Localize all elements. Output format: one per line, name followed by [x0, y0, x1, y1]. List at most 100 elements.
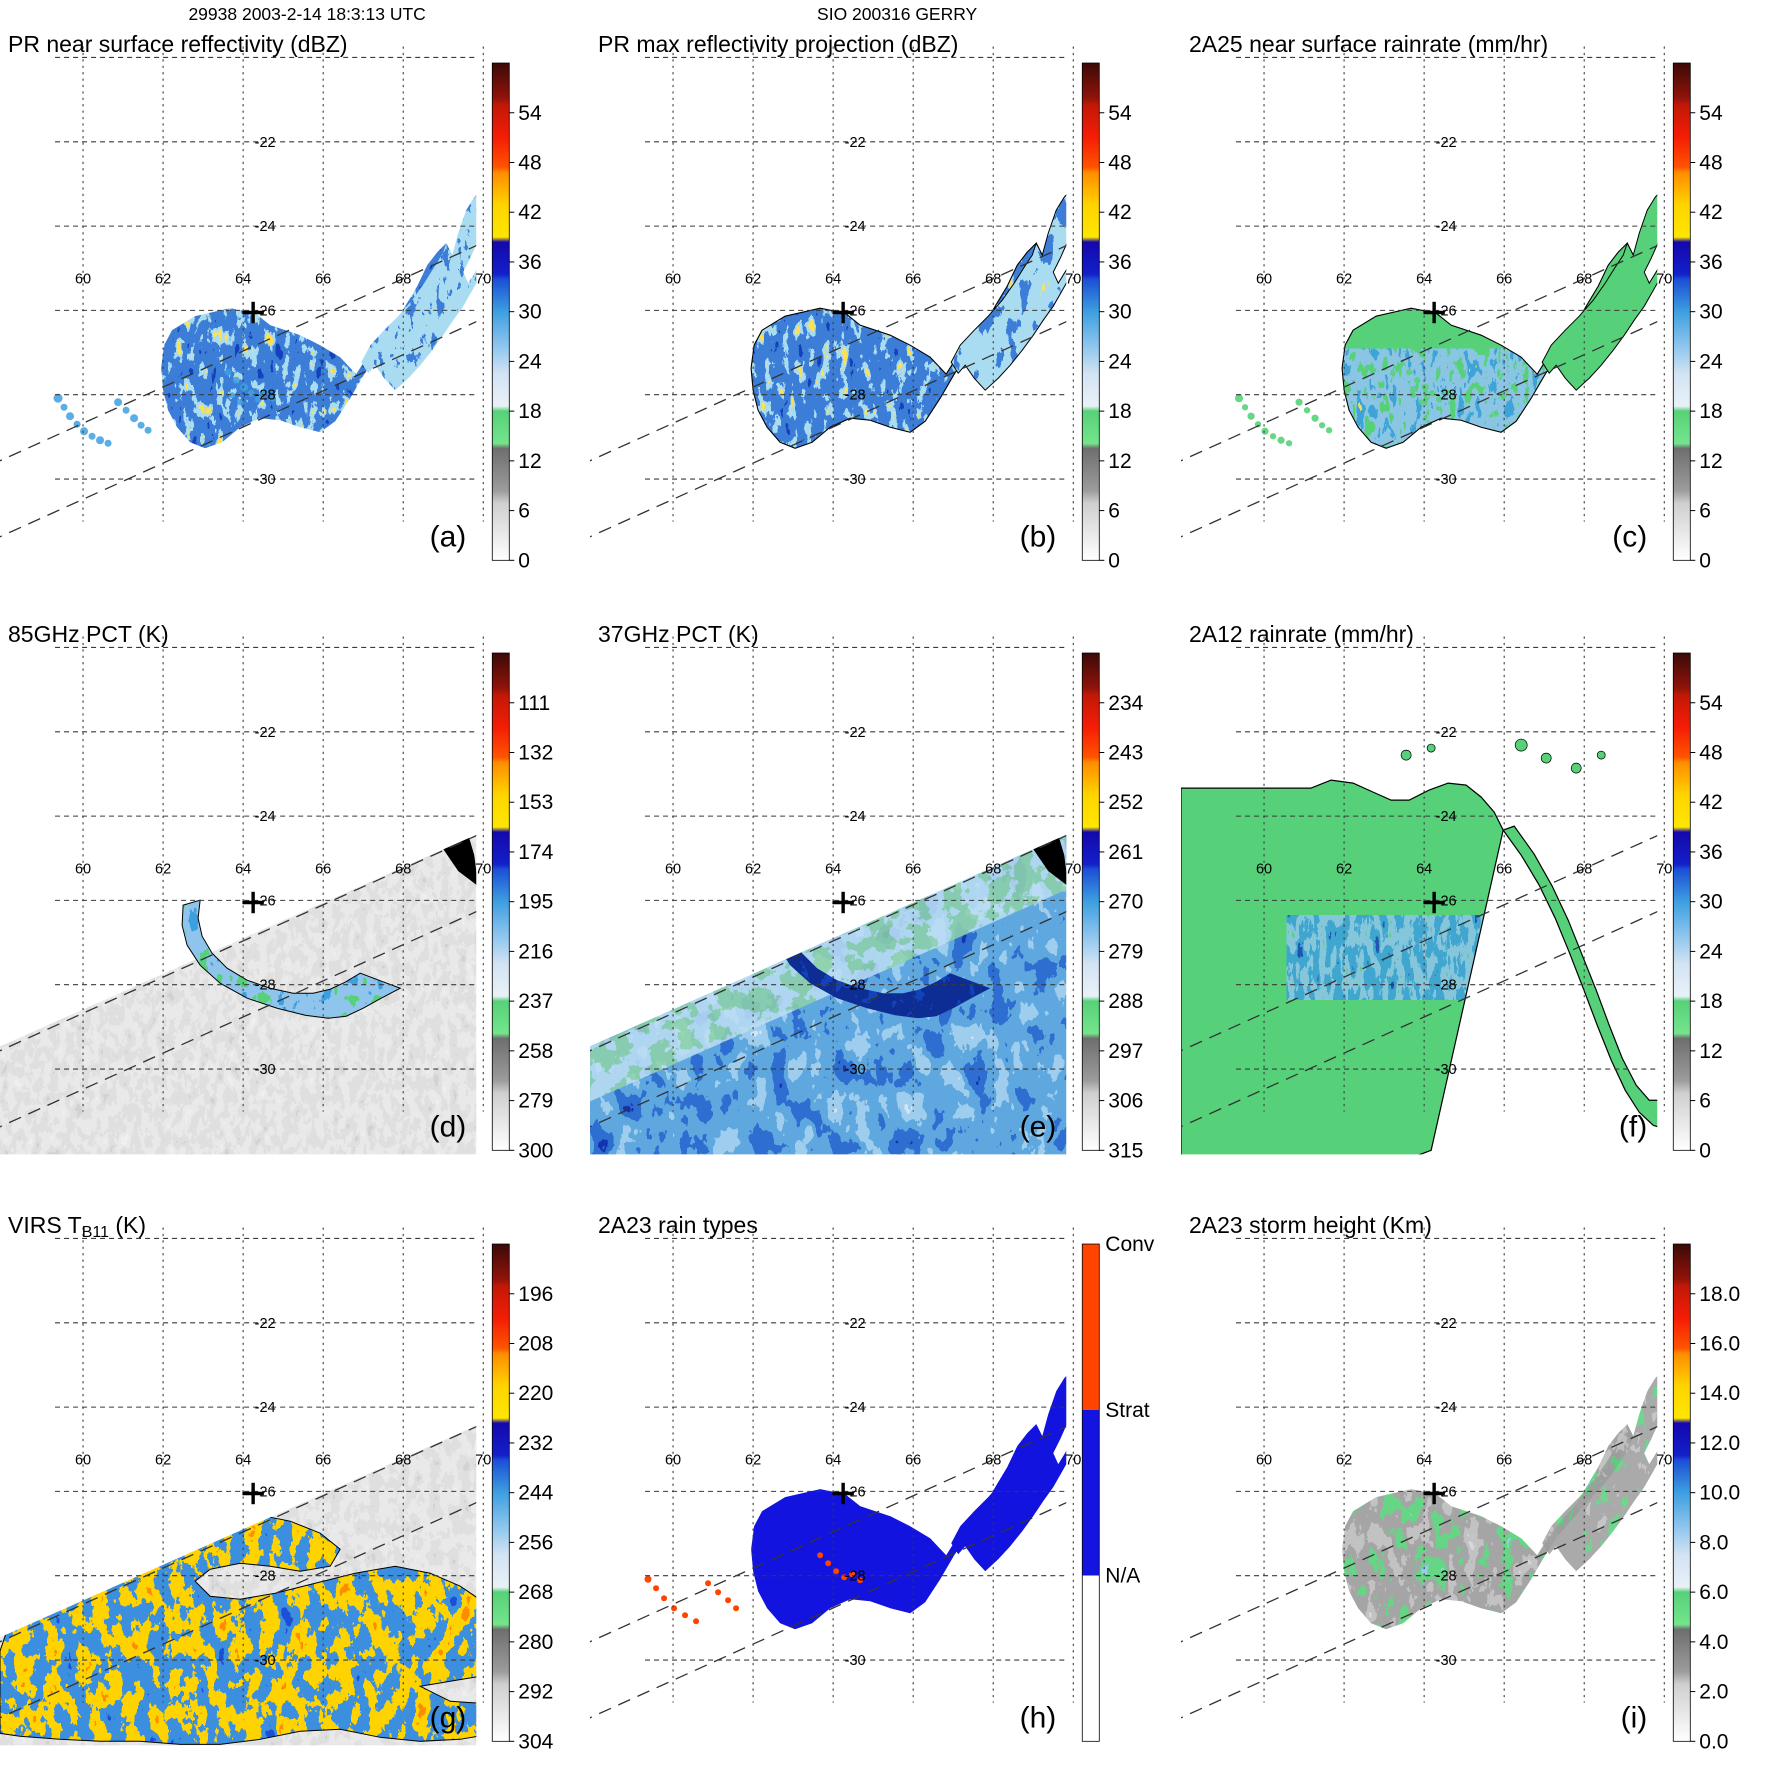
svg-text:-28: -28 — [845, 388, 866, 404]
svg-text:30: 30 — [1699, 301, 1722, 324]
svg-text:18: 18 — [1109, 400, 1132, 423]
svg-text:268: 268 — [518, 1581, 553, 1604]
svg-text:-30: -30 — [255, 472, 276, 488]
svg-text:(g): (g) — [430, 1701, 467, 1734]
svg-text:-30: -30 — [1435, 1653, 1456, 1669]
svg-text:-22: -22 — [255, 1315, 276, 1331]
svg-text:280: 280 — [518, 1631, 553, 1654]
svg-text:70: 70 — [1066, 862, 1082, 878]
svg-text:2.0: 2.0 — [1699, 1680, 1728, 1703]
svg-text:62: 62 — [745, 1452, 761, 1468]
svg-text:60: 60 — [1256, 271, 1272, 287]
svg-text:68: 68 — [1576, 1452, 1592, 1468]
svg-text:70: 70 — [475, 862, 491, 878]
svg-text:306: 306 — [1109, 1090, 1144, 1113]
svg-text:6: 6 — [1699, 500, 1711, 523]
svg-text:66: 66 — [315, 862, 331, 878]
svg-text:60: 60 — [665, 862, 681, 878]
svg-text:232: 232 — [518, 1432, 553, 1455]
svg-text:2A25 near surface rainrate (mm: 2A25 near surface rainrate (mm/hr) — [1189, 31, 1548, 57]
svg-text:18: 18 — [1699, 990, 1722, 1013]
svg-text:42: 42 — [1109, 201, 1132, 224]
svg-text:70: 70 — [1066, 1452, 1082, 1468]
svg-text:N/A: N/A — [1106, 1564, 1141, 1587]
svg-text:(h): (h) — [1020, 1701, 1057, 1734]
svg-text:-24: -24 — [1435, 219, 1456, 235]
svg-text:-24: -24 — [845, 219, 866, 235]
svg-text:62: 62 — [745, 862, 761, 878]
svg-text:0: 0 — [1109, 549, 1121, 572]
svg-text:64: 64 — [1416, 1452, 1432, 1468]
svg-text:60: 60 — [1256, 1452, 1272, 1468]
svg-text:62: 62 — [155, 862, 171, 878]
svg-text:297: 297 — [1109, 1040, 1144, 1063]
svg-text:(b): (b) — [1020, 520, 1057, 553]
svg-text:-22: -22 — [255, 725, 276, 741]
svg-text:-24: -24 — [845, 809, 866, 825]
svg-text:4.0: 4.0 — [1699, 1631, 1728, 1654]
svg-text:216: 216 — [518, 941, 553, 964]
svg-text:-24: -24 — [1435, 809, 1456, 825]
svg-text:-30: -30 — [255, 1062, 276, 1078]
svg-text:2A23 storm height (Km): 2A23 storm height (Km) — [1189, 1212, 1432, 1238]
svg-text:(c): (c) — [1612, 520, 1647, 553]
svg-text:208: 208 — [518, 1332, 553, 1355]
svg-text:-24: -24 — [255, 809, 276, 825]
svg-text:243: 243 — [1109, 742, 1144, 765]
svg-text:60: 60 — [75, 271, 91, 287]
svg-text:-24: -24 — [1435, 1400, 1456, 1416]
svg-text:-28: -28 — [1435, 978, 1456, 994]
svg-text:42: 42 — [1699, 792, 1722, 815]
svg-text:64: 64 — [235, 271, 251, 287]
svg-text:24: 24 — [518, 350, 542, 373]
svg-text:-24: -24 — [255, 219, 276, 235]
svg-text:66: 66 — [905, 1452, 921, 1468]
svg-text:68: 68 — [395, 271, 411, 287]
svg-text:36: 36 — [518, 251, 541, 274]
svg-text:30: 30 — [518, 301, 541, 324]
svg-text:60: 60 — [665, 271, 681, 287]
svg-text:68: 68 — [395, 862, 411, 878]
svg-text:12: 12 — [518, 450, 541, 473]
svg-text:62: 62 — [1336, 1452, 1352, 1468]
svg-text:37GHz PCT (K): 37GHz PCT (K) — [598, 621, 759, 647]
svg-text:48: 48 — [518, 151, 541, 174]
svg-text:68: 68 — [1576, 862, 1592, 878]
svg-text:VIRS TB11 (K): VIRS TB11 (K) — [8, 1212, 146, 1241]
svg-text:12.0: 12.0 — [1699, 1432, 1740, 1455]
svg-text:14.0: 14.0 — [1699, 1382, 1740, 1405]
svg-text:16.0: 16.0 — [1699, 1332, 1740, 1355]
svg-text:24: 24 — [1109, 350, 1133, 373]
svg-text:-30: -30 — [1435, 1062, 1456, 1078]
svg-text:66: 66 — [905, 271, 921, 287]
svg-text:279: 279 — [1109, 941, 1144, 964]
svg-text:70: 70 — [475, 271, 491, 287]
svg-text:68: 68 — [985, 862, 1001, 878]
svg-text:-30: -30 — [845, 472, 866, 488]
svg-text:304: 304 — [518, 1730, 553, 1753]
svg-text:244: 244 — [518, 1481, 553, 1504]
svg-text:-22: -22 — [845, 1315, 866, 1331]
svg-text:-28: -28 — [1435, 1568, 1456, 1584]
svg-text:252: 252 — [1109, 792, 1144, 815]
svg-text:64: 64 — [235, 1452, 251, 1468]
svg-text:0.0: 0.0 — [1699, 1730, 1728, 1753]
svg-text:-24: -24 — [845, 1400, 866, 1416]
svg-text:64: 64 — [825, 271, 841, 287]
svg-text:54: 54 — [1699, 692, 1723, 715]
svg-text:60: 60 — [75, 862, 91, 878]
svg-text:64: 64 — [825, 1452, 841, 1468]
svg-text:-28: -28 — [845, 978, 866, 994]
svg-text:270: 270 — [1109, 891, 1144, 914]
svg-text:36: 36 — [1699, 251, 1722, 274]
svg-text:66: 66 — [1496, 271, 1512, 287]
svg-text:300: 300 — [518, 1140, 553, 1163]
svg-text:-22: -22 — [1435, 135, 1456, 151]
svg-text:288: 288 — [1109, 990, 1144, 1013]
svg-text:62: 62 — [745, 271, 761, 287]
svg-text:18: 18 — [518, 400, 541, 423]
svg-text:6: 6 — [518, 500, 530, 523]
svg-text:36: 36 — [1109, 251, 1132, 274]
svg-text:234: 234 — [1109, 692, 1144, 715]
svg-text:70: 70 — [1656, 271, 1672, 287]
